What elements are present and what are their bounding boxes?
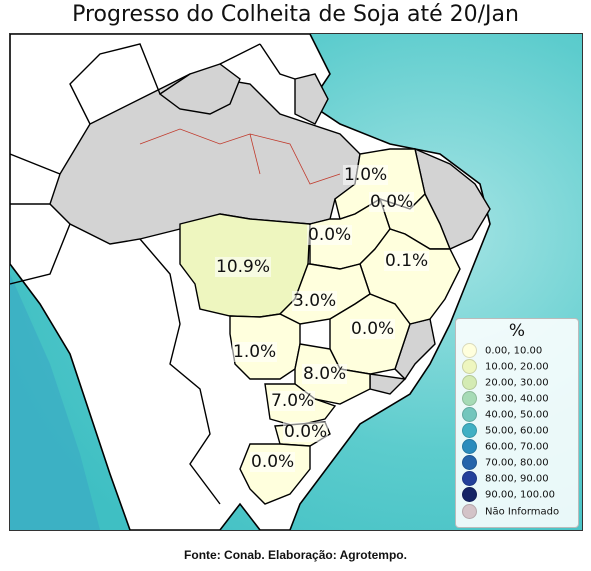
legend-item: 70.00, 80.00 (462, 455, 549, 471)
map-title: Progresso do Colheita de Soja até 20/Jan (72, 2, 519, 27)
legend-title: % (508, 321, 526, 341)
legend-swatch (462, 375, 477, 390)
label-parana: 7.0% (270, 391, 316, 411)
legend-label: 30.00, 40.00 (485, 393, 549, 405)
country-borders-north (69, 43, 296, 125)
roraima (158, 63, 241, 115)
legend-swatch (462, 423, 477, 438)
legend-label: 60.00, 70.00 (485, 441, 549, 453)
label-mato-grosso: 10.9% (215, 257, 272, 277)
legend-item: 30.00, 40.00 (462, 391, 549, 407)
country-borders (10, 153, 221, 505)
label-maranhao: 1.0% (343, 165, 389, 185)
legend-item: 40.00, 50.00 (462, 407, 549, 423)
legend-label: 40.00, 50.00 (485, 409, 549, 421)
label-tocantins: 0.0% (307, 225, 353, 245)
legend-label: 90.00, 100.00 (485, 489, 555, 501)
legend-item: 0.00, 10.00 (462, 343, 542, 359)
legend-label: 0.00, 10.00 (485, 345, 543, 357)
legend-item: 60.00, 70.00 (462, 439, 549, 455)
legend-swatch (462, 471, 477, 486)
legend-label: 80.00, 90.00 (485, 473, 549, 485)
legend-item: 20.00, 30.00 (462, 375, 549, 391)
legend-label: Não Informado (485, 506, 560, 518)
legend-item: 10.00, 20.00 (462, 359, 549, 375)
label-goias: 3.0% (292, 291, 338, 311)
amapa (294, 73, 329, 125)
label-bahia: 0.1% (384, 251, 430, 271)
legend-swatch (462, 343, 477, 358)
legend-label: 20.00, 30.00 (485, 377, 549, 389)
legend-label: 50.00, 60.00 (485, 425, 549, 437)
label-santa-catarina: 0.0% (283, 422, 329, 442)
legend-swatch (462, 504, 477, 519)
legend-item: 50.00, 60.00 (462, 423, 549, 439)
legend-swatch (462, 407, 477, 422)
label-sao-paulo: 8.0% (302, 364, 348, 384)
label-piaui: 0.0% (369, 192, 415, 212)
label-rio-grande-do-sul: 0.0% (250, 452, 296, 472)
pacific-ocean (10, 274, 100, 530)
legend-label: 70.00, 80.00 (485, 457, 549, 469)
source-footer: Fonte: Conab. Elaboração: Agrotempo. (184, 548, 407, 562)
legend-swatch (462, 487, 477, 502)
label-mato-grosso-do-sul: 1.0% (232, 342, 278, 362)
legend: % 0.00, 10.00 10.00, 20.00 20.00, 30.00 … (455, 318, 579, 528)
legend-item: Não Informado (462, 504, 559, 520)
legend-swatch (462, 439, 477, 454)
legend-swatch (462, 455, 477, 470)
legend-swatch (462, 391, 477, 406)
label-minas-gerais: 0.0% (350, 319, 396, 339)
legend-item: 90.00, 100.00 (462, 487, 555, 503)
legend-label: 10.00, 20.00 (485, 361, 549, 373)
legend-swatch (462, 359, 477, 374)
legend-item: 80.00, 90.00 (462, 471, 549, 487)
north-state-borders (139, 128, 341, 185)
